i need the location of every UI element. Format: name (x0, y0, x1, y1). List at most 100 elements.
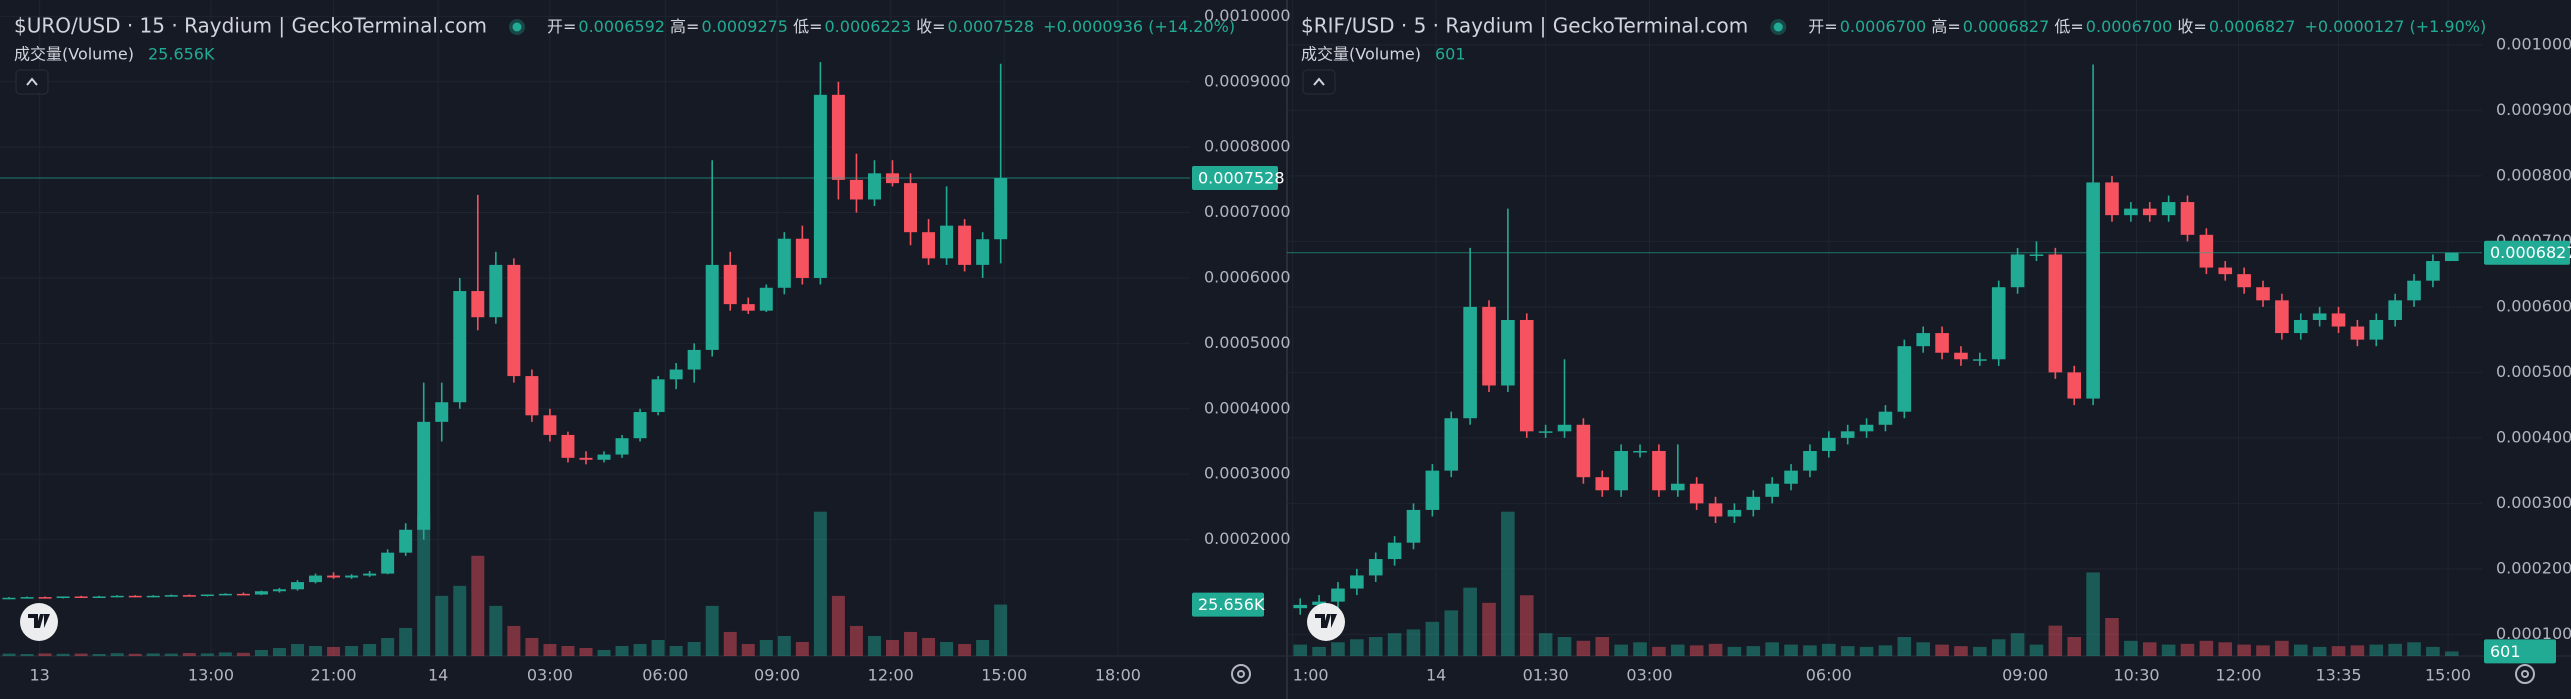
candle-body (1916, 333, 1930, 347)
candle-body (1803, 450, 1817, 471)
logo-mark[interactable] (1315, 614, 1337, 628)
candle-body (1557, 424, 1572, 432)
tradingview-logo[interactable] (20, 603, 58, 641)
candle-body (2407, 280, 2421, 301)
candle-body (2105, 182, 2119, 216)
candle-body (2218, 267, 2233, 275)
candle-body (218, 593, 232, 596)
candle-body (110, 595, 124, 598)
candle-body (435, 402, 449, 422)
ohlc-label: 开= (1808, 17, 1837, 36)
volume-bar (1765, 642, 1779, 656)
y-tick-label: 0.0006000 (2496, 296, 2571, 315)
x-tick-label: 10:30 (2113, 666, 2159, 685)
candle-body (2199, 234, 2214, 268)
volume-bar (705, 605, 719, 656)
volume-bar (1368, 637, 1383, 656)
change-value: +0.0000127 (+1.90%) (2304, 17, 2486, 36)
candle-body (2331, 313, 2346, 327)
tradingview-logo[interactable] (1307, 603, 1345, 641)
volume-bar (543, 643, 557, 656)
volume-bar (363, 643, 377, 656)
volume-bar (2293, 644, 2308, 656)
collapse-button-box[interactable] (1302, 69, 1336, 95)
gear-outer[interactable] (2515, 664, 2535, 684)
ohlc-value: 0.0006592 (578, 17, 665, 36)
last-price-box (1192, 166, 1278, 191)
collapse-button[interactable] (15, 69, 49, 95)
volume-bar (2180, 643, 2195, 656)
volume-bar (1652, 646, 1666, 656)
settings-button[interactable] (2515, 664, 2535, 684)
volume-bar (2350, 645, 2365, 656)
volume-bar (2, 653, 16, 656)
candle-body (1501, 319, 1515, 386)
candle-body (2010, 254, 2025, 288)
candle-body (74, 596, 88, 598)
volume-bar (1727, 646, 1742, 656)
y-tick-label: 0.0010000 (2496, 34, 2571, 53)
volume-bar (525, 637, 539, 656)
candle-body (867, 173, 881, 200)
candle-body (597, 454, 611, 460)
volume-bar (1746, 646, 1761, 656)
x-tick-label: 13:35 (2315, 666, 2361, 685)
collapse-chevron[interactable] (1313, 77, 1325, 86)
volume-bar (1444, 610, 1459, 656)
last-price-label: 0.0006827 (2490, 243, 2571, 262)
candle-body (1670, 483, 1685, 491)
gear-inner[interactable] (1237, 670, 1245, 678)
volume-bar (831, 595, 845, 656)
volume-bar (417, 515, 431, 656)
chart-title: $URO/USD · 15 · Raydium | GeckoTerminal.… (14, 14, 487, 38)
candle-body (1331, 588, 1345, 602)
volume-bar (1822, 643, 1836, 656)
volume-bar (2010, 633, 2025, 656)
candle-body (489, 264, 503, 318)
collapse-chevron[interactable] (26, 77, 38, 86)
volume-bar (182, 652, 196, 656)
candle-body (1878, 411, 1893, 425)
y-tick-label: 0.0009000 (2496, 100, 2571, 119)
candle-body (1406, 509, 1421, 543)
candle-body (1727, 509, 1742, 517)
candle-body (1538, 431, 1553, 433)
volume-bar (2275, 640, 2289, 656)
x-tick-label: 14 (428, 666, 448, 685)
volume-bar (2444, 651, 2459, 656)
candle-body (795, 238, 809, 278)
status-dot (512, 22, 522, 32)
candle-body (254, 591, 268, 595)
volume-bar (2029, 644, 2044, 656)
settings-button[interactable] (1231, 664, 1251, 684)
y-tick-label: 0.0009000 (1204, 71, 1291, 90)
volume-bar (56, 653, 70, 656)
volume-bar (976, 639, 990, 656)
candle-body (2388, 300, 2402, 320)
volume-bar (489, 605, 503, 656)
volume-bar (1878, 645, 1893, 656)
gear-outer[interactable] (1231, 664, 1251, 684)
x-tick-label: 06:00 (1806, 666, 1852, 685)
candle-body (309, 575, 323, 583)
volume-bar (272, 647, 286, 656)
candle-body (2312, 313, 2327, 320)
ohlc-label: 高= (670, 17, 699, 36)
collapse-button-box[interactable] (15, 69, 49, 95)
collapse-button[interactable] (1302, 69, 1336, 95)
y-tick-label: 0.0010000 (1204, 6, 1291, 25)
volume-bar (327, 646, 341, 656)
candle-body (381, 552, 395, 574)
volume-bar (110, 653, 124, 656)
logo-mark[interactable] (28, 614, 50, 628)
gear-inner[interactable] (2521, 670, 2529, 678)
candle-body (1822, 437, 1836, 451)
x-tick-label: 09:00 (2002, 666, 2048, 685)
candle-body (633, 412, 647, 439)
volume-bar (128, 653, 142, 656)
candle-body (345, 575, 359, 578)
candle-body (1991, 287, 2006, 360)
candle-body (1746, 496, 1761, 510)
candle-body (904, 183, 918, 233)
